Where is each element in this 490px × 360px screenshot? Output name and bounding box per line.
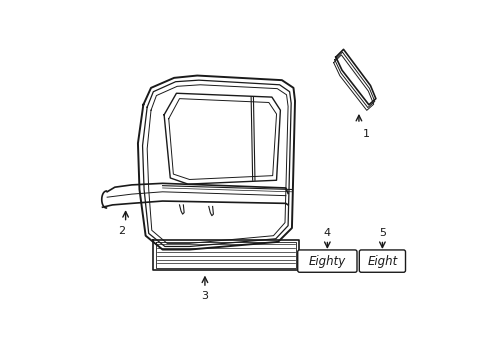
- Text: 1: 1: [363, 130, 370, 139]
- FancyBboxPatch shape: [298, 250, 357, 272]
- Text: 3: 3: [201, 291, 208, 301]
- Text: 4: 4: [324, 228, 331, 238]
- Text: 5: 5: [379, 228, 386, 238]
- Text: Eighty: Eighty: [309, 255, 346, 267]
- Text: Eight: Eight: [368, 255, 397, 267]
- Text: 2: 2: [118, 226, 125, 237]
- FancyBboxPatch shape: [359, 250, 406, 272]
